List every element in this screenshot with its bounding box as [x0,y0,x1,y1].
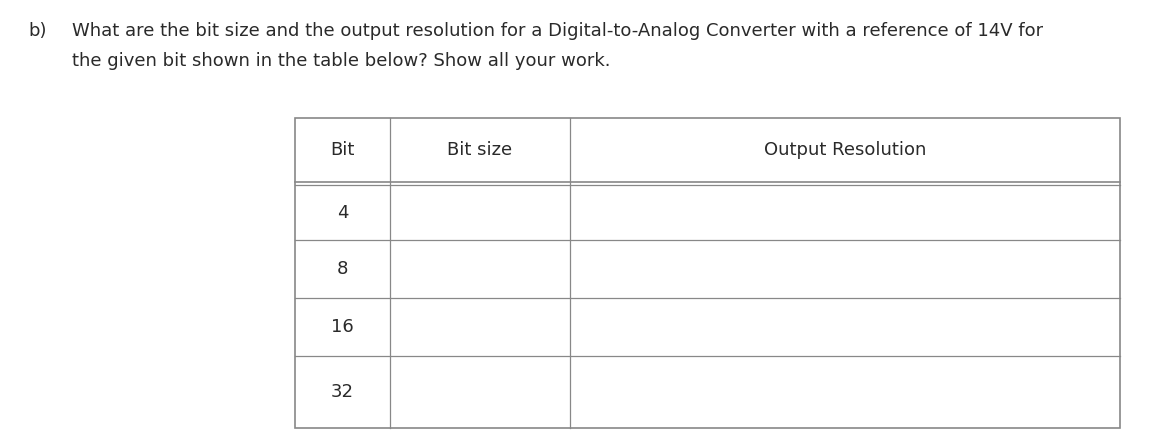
Text: 16: 16 [331,318,354,336]
Text: the given bit shown in the table below? Show all your work.: the given bit shown in the table below? … [72,52,611,70]
Text: 8: 8 [337,260,348,278]
Text: 4: 4 [337,204,348,222]
Text: 32: 32 [331,383,354,401]
Text: What are the bit size and the output resolution for a Digital-to-Analog Converte: What are the bit size and the output res… [72,22,1043,40]
Text: Output Resolution: Output Resolution [764,141,926,159]
Bar [296,118,1120,428]
Text: Bit size: Bit size [447,141,513,159]
Text: Bit: Bit [330,141,354,159]
Text: b): b) [28,22,46,40]
